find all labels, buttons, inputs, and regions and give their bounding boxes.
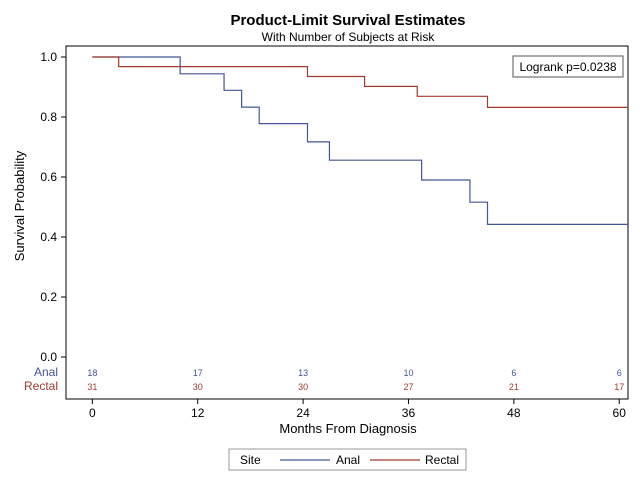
chart-title: Product-Limit Survival Estimates [230,12,465,29]
y-tick-label-2: 0.4 [40,230,57,244]
x-tick-label-1: 12 [191,406,205,420]
at-risk-count-rectal-3: 27 [403,382,413,392]
y-axis: 0.0 0.2 0.4 0.6 0.8 1.0 [40,50,66,364]
x-tick-label-2: 24 [296,406,310,420]
at-risk-count-anal-4: 6 [511,368,516,378]
chart-subtitle: With Number of Subjects at Risk [262,30,436,44]
at-risk-label-anal: Anal [34,365,58,379]
legend-title: Site [240,453,261,467]
plot-frame [65,45,629,400]
survival-curve-rectal [92,56,628,108]
x-tick-label-0: 0 [89,406,96,420]
legend-frame [228,448,467,471]
legend: Site Anal Rectal [228,448,467,471]
x-axis: 0 12 24 36 48 60 [89,399,626,420]
legend-label-rectal: Rectal [425,453,459,467]
annotation-box [512,55,624,78]
at-risk-count-rectal-4: 21 [509,382,519,392]
at-risk-count-anal-5: 6 [617,368,622,378]
y-tick-label-4: 0.8 [40,110,57,124]
y-tick-label-5: 1.0 [40,50,57,64]
at-risk-count-anal-1: 17 [193,368,203,378]
at-risk-table: Anal 18 17 13 10 6 6 Rectal 31 30 30 27 21 17 [24,365,624,393]
x-tick-label-3: 36 [402,406,416,420]
x-tick-label-4: 48 [507,406,521,420]
y-axis-title: Survival Probability [12,150,27,261]
at-risk-count-rectal-0: 31 [87,382,97,392]
x-tick-label-5: 60 [613,406,627,420]
y-tick-label-3: 0.6 [40,170,57,184]
x-axis-title: Months From Diagnosis [279,421,417,436]
y-tick-label-0: 0.0 [40,350,57,364]
logrank-annotation: Logrank p=0.0238 [512,55,624,78]
annotation-text: Logrank p=0.0238 [519,60,616,74]
at-risk-count-rectal-1: 30 [193,382,203,392]
y-tick-label-1: 0.2 [40,290,57,304]
series-layer [92,56,628,225]
at-risk-count-anal-3: 10 [403,368,413,378]
at-risk-label-rectal: Rectal [24,379,58,393]
at-risk-count-anal-2: 13 [298,368,308,378]
legend-label-anal: Anal [336,453,360,467]
at-risk-count-rectal-5: 17 [614,382,624,392]
at-risk-count-rectal-2: 30 [298,382,308,392]
survival-curve-anal [92,56,628,225]
at-risk-count-anal-0: 18 [87,368,97,378]
